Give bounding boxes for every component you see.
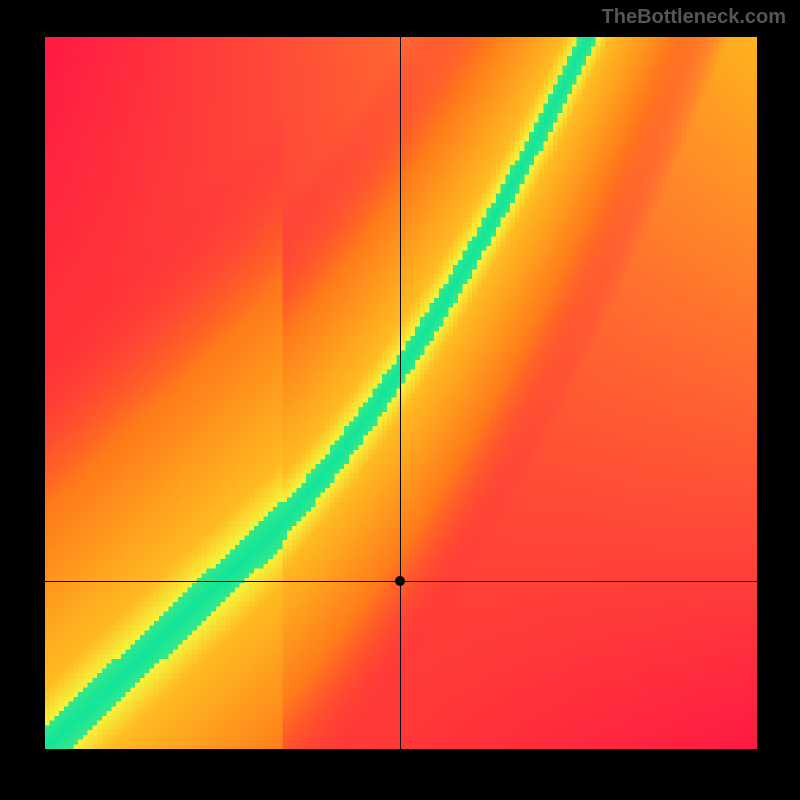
heatmap-canvas <box>45 37 757 749</box>
watermark-text: TheBottleneck.com <box>602 6 786 29</box>
crosshair-marker-dot <box>395 576 405 586</box>
crosshair-vertical <box>400 37 401 749</box>
heatmap-plot-area <box>45 37 757 749</box>
